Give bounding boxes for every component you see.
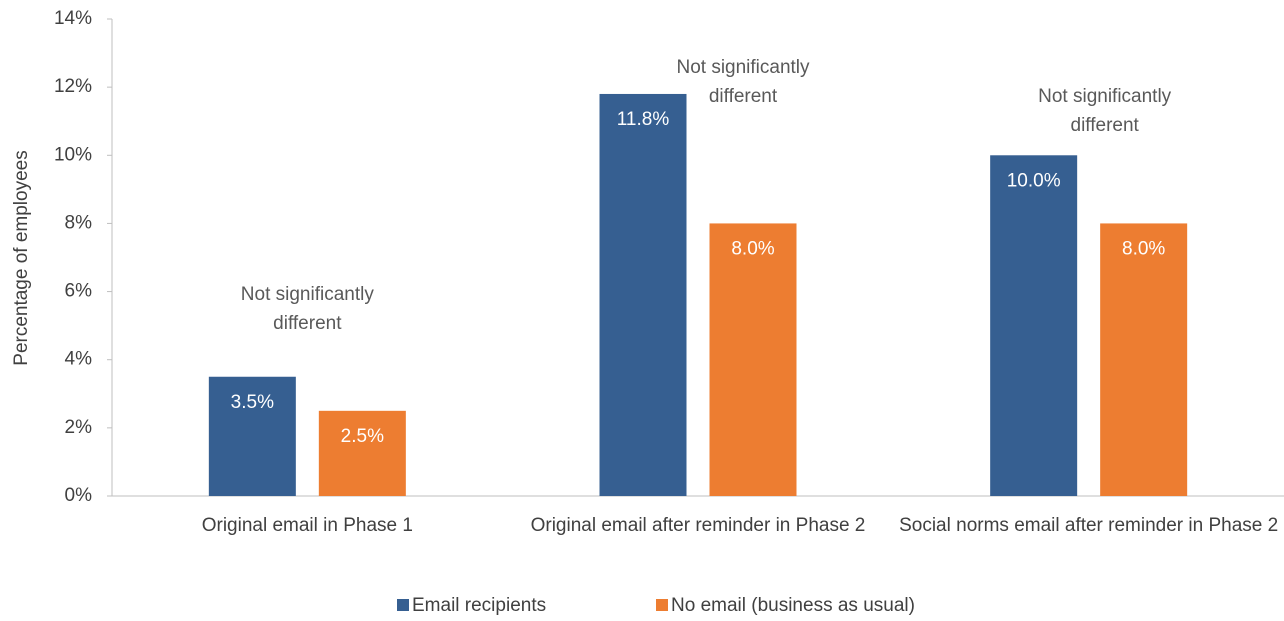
data-label: 3.5%: [231, 392, 274, 413]
x-tick-label: Social norms email after reminder in Pha…: [899, 515, 1279, 536]
bar: [599, 93, 687, 496]
bar: [990, 155, 1078, 497]
y-tick-label: 4%: [65, 349, 93, 370]
y-tick-label: 14%: [54, 8, 92, 29]
bar: [318, 410, 406, 496]
annotation-line: Not significantly: [1038, 86, 1172, 107]
y-tick-label: 6%: [65, 281, 93, 302]
legend-label: Email recipients: [412, 595, 546, 616]
annotation-line: different: [708, 86, 778, 107]
annotation-line: different: [273, 313, 342, 334]
x-tick-label: Original email in Phase 1: [201, 515, 413, 536]
y-tick-label: 0%: [65, 485, 93, 506]
y-tick-label: 10%: [54, 144, 92, 165]
bar: [1100, 223, 1188, 496]
y-tick-label: 8%: [65, 212, 93, 233]
y-tick-label: 2%: [65, 417, 93, 438]
bar: [709, 223, 797, 496]
annotation-line: Not significantly: [240, 284, 374, 305]
legend-label: No email (business as usual): [671, 595, 915, 616]
data-label: 11.8%: [617, 109, 670, 130]
data-label: 10.0%: [1007, 170, 1061, 191]
annotation-line: different: [1070, 115, 1139, 136]
annotation: Not significantly different: [653, 53, 833, 111]
legend-swatch: [656, 599, 668, 611]
data-label: 8.0%: [1122, 238, 1165, 259]
y-tick-label: 12%: [54, 76, 92, 97]
legend-swatch: [397, 599, 409, 611]
y-axis-label: Percentage of employees: [11, 150, 32, 365]
data-label: 2.5%: [341, 426, 384, 447]
annotation: Not significantly different: [1015, 82, 1195, 140]
data-label: 8.0%: [731, 238, 774, 259]
annotation: Not significantly different: [217, 280, 397, 338]
x-tick-label: Original email after reminder in Phase 2: [530, 515, 866, 536]
annotation-line: Not significantly: [676, 57, 810, 78]
bar: [208, 376, 296, 496]
